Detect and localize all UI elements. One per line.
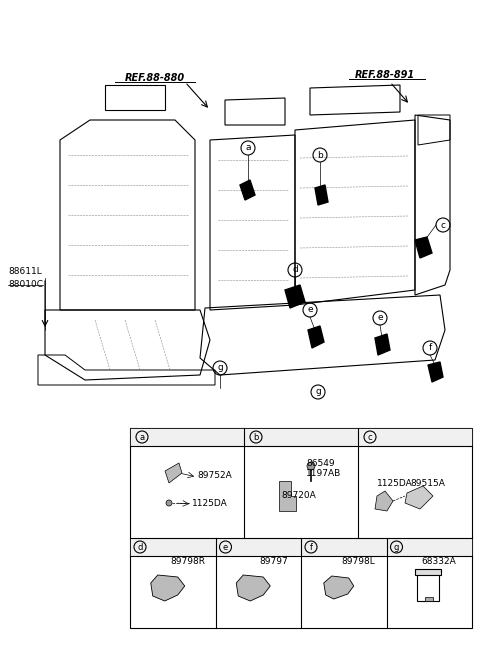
Text: REF.88-880: REF.88-880 <box>125 73 185 83</box>
Text: a: a <box>139 432 144 442</box>
Bar <box>244 428 358 446</box>
Text: 89798R: 89798R <box>170 556 205 566</box>
Polygon shape <box>315 185 328 205</box>
Text: REF.88-891: REF.88-891 <box>355 70 415 80</box>
Text: g: g <box>315 388 321 397</box>
Text: 86549: 86549 <box>306 459 335 468</box>
Polygon shape <box>285 285 305 308</box>
Circle shape <box>307 462 315 470</box>
Polygon shape <box>151 575 185 601</box>
Text: 1125DA: 1125DA <box>192 499 228 507</box>
Bar <box>301 538 386 556</box>
Bar <box>415 569 441 575</box>
Text: 1197AB: 1197AB <box>306 468 341 478</box>
Text: g: g <box>394 543 399 551</box>
Polygon shape <box>375 491 393 511</box>
Text: 89720A: 89720A <box>281 491 316 501</box>
Bar <box>216 538 301 556</box>
Polygon shape <box>375 334 390 355</box>
Bar <box>130 538 216 556</box>
Bar <box>130 428 244 446</box>
Text: b: b <box>317 150 323 160</box>
Text: a: a <box>245 143 251 152</box>
Bar <box>417 573 439 601</box>
Text: b: b <box>253 432 259 442</box>
Text: 1125DA: 1125DA <box>377 478 413 487</box>
Text: e: e <box>377 313 383 323</box>
Polygon shape <box>165 463 182 483</box>
Text: 68332A: 68332A <box>422 556 456 566</box>
Bar <box>386 538 472 556</box>
Text: c: c <box>368 432 372 442</box>
Text: 89515A: 89515A <box>410 478 445 487</box>
Polygon shape <box>240 180 255 200</box>
Polygon shape <box>428 362 443 382</box>
Text: e: e <box>223 543 228 551</box>
Text: f: f <box>428 344 432 353</box>
Text: g: g <box>217 363 223 373</box>
Polygon shape <box>405 486 433 509</box>
Bar <box>130 428 472 628</box>
Text: 88611L
88010C: 88611L 88010C <box>8 267 43 288</box>
Bar <box>425 597 433 601</box>
Text: d: d <box>292 265 298 275</box>
Text: c: c <box>441 221 445 229</box>
Bar <box>358 428 472 446</box>
Polygon shape <box>279 481 296 511</box>
Text: 89752A: 89752A <box>197 472 232 480</box>
Text: f: f <box>310 543 312 551</box>
Polygon shape <box>308 326 324 348</box>
Polygon shape <box>415 237 432 258</box>
Text: 89798L: 89798L <box>342 556 376 566</box>
Text: 89797: 89797 <box>259 556 288 566</box>
Polygon shape <box>324 576 354 599</box>
Polygon shape <box>236 575 270 601</box>
Text: e: e <box>307 306 313 315</box>
Text: d: d <box>137 543 143 551</box>
Circle shape <box>166 500 172 506</box>
